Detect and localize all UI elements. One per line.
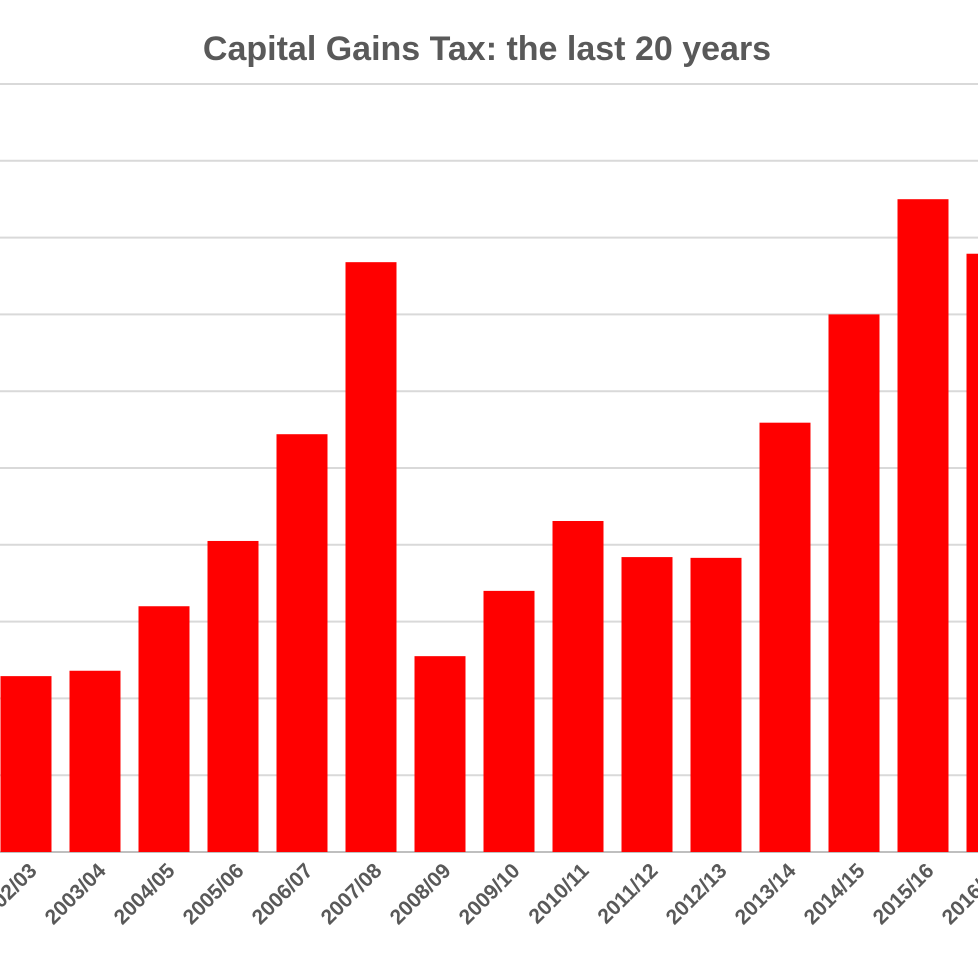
x-tick-label: 2005/06 bbox=[179, 859, 249, 929]
bar-2002-03 bbox=[0, 676, 52, 852]
bar-2014-15 bbox=[828, 314, 880, 852]
x-tick-label: 2014/15 bbox=[800, 859, 870, 929]
x-tick-label: 2016/17 bbox=[938, 859, 978, 929]
bar-2016-17 bbox=[966, 253, 978, 852]
bar-2007-08 bbox=[345, 262, 397, 852]
bar-2015-16 bbox=[897, 199, 949, 852]
x-tick-label: 2004/05 bbox=[110, 859, 180, 929]
x-tick-label: 2008/09 bbox=[386, 859, 456, 929]
bar-2003-04 bbox=[69, 670, 121, 852]
x-tick-label: 2006/07 bbox=[248, 859, 318, 929]
x-tick-label: 2013/14 bbox=[731, 859, 801, 929]
bar-2004-05 bbox=[138, 606, 190, 852]
bar-2013-14 bbox=[759, 422, 811, 852]
x-tick-label: 2007/08 bbox=[317, 859, 387, 929]
bar-2012-13 bbox=[690, 557, 742, 852]
bar-2006-07 bbox=[276, 434, 328, 852]
x-tick-label: 2002/03 bbox=[0, 859, 42, 929]
x-tick-label: 2009/10 bbox=[455, 859, 525, 929]
x-tick-label: 2003/04 bbox=[41, 859, 111, 929]
bar-2010-11 bbox=[552, 520, 604, 852]
chart-title: Capital Gains Tax: the last 20 years bbox=[203, 30, 771, 68]
bar-2008-09 bbox=[414, 656, 466, 852]
bar-2009-10 bbox=[483, 590, 535, 852]
bar-2005-06 bbox=[207, 540, 259, 852]
x-tick-label: 2015/16 bbox=[869, 859, 939, 929]
x-tick-label: 2011/12 bbox=[593, 859, 662, 928]
x-tick-label: 2012/13 bbox=[662, 859, 732, 929]
x-tick-label: 2010/11 bbox=[524, 859, 593, 928]
bar-2011-12 bbox=[621, 557, 673, 852]
